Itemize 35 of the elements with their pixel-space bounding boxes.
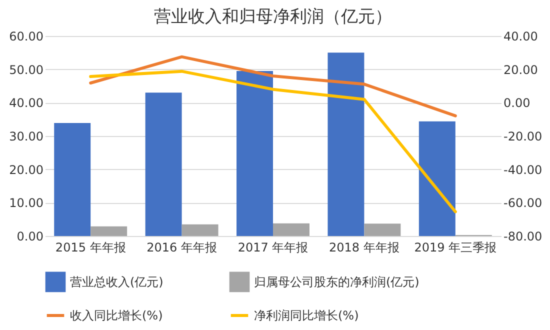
bar <box>182 224 218 236</box>
legend-label: 营业总收入(亿元) <box>70 274 164 289</box>
y-tick-label: 30.00 <box>9 130 44 144</box>
bar <box>328 52 364 236</box>
bar <box>418 121 456 236</box>
bar <box>90 226 128 236</box>
bar <box>145 92 182 236</box>
x-tick-label: 2016 年年报 <box>146 240 217 254</box>
bar <box>236 71 273 236</box>
bar <box>273 223 310 236</box>
y2-tick-label: -80.00 <box>504 230 542 244</box>
x-tick-label: 2018 年年报 <box>329 240 400 254</box>
y-tick-label: 50.00 <box>9 62 44 77</box>
bar <box>54 123 91 236</box>
chart-title: 营业收入和归母净利润（亿元） <box>154 7 392 27</box>
y-tick-label: 10.00 <box>9 196 44 210</box>
line-series <box>89 70 457 214</box>
legend-label: 收入同比增长(%) <box>70 308 163 322</box>
line-series <box>89 55 457 118</box>
x-tick-label: 2017 年年报 <box>238 240 308 254</box>
bar <box>364 224 401 236</box>
y2-tick-label: 0.00 <box>504 96 530 110</box>
y-tick-label: 40.00 <box>9 96 44 110</box>
legend-label: 净利润同比增长(%) <box>254 308 359 322</box>
y-tick-label: 0.00 <box>16 230 44 244</box>
y-tick-label: 60.00 <box>9 30 44 44</box>
y2-tick-label: -20.00 <box>504 130 542 144</box>
legend-label: 归属母公司股东的净利润(亿元) <box>254 274 420 289</box>
x-tick-label: 2015 年年报 <box>55 240 126 254</box>
y2-tick-label: 40.00 <box>504 30 538 44</box>
y2-tick-label: -60.00 <box>504 196 542 210</box>
y2-tick-label: 20.00 <box>504 62 538 77</box>
y-tick-label: 20.00 <box>9 162 44 177</box>
y2-tick-label: -40.00 <box>504 162 542 177</box>
x-tick-label: 2019 年三季报 <box>414 240 497 254</box>
